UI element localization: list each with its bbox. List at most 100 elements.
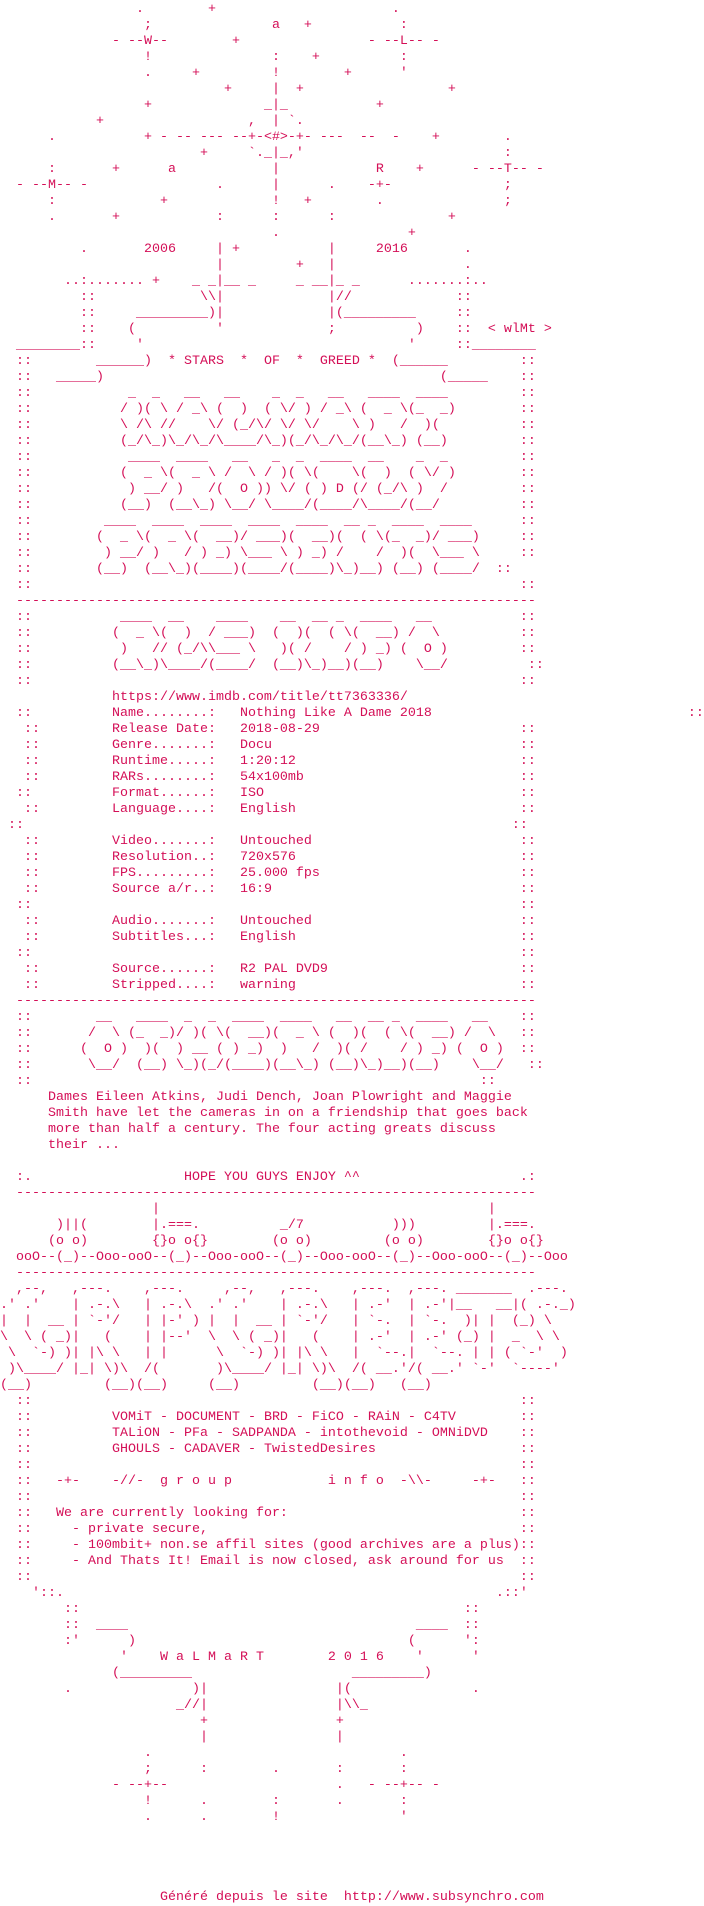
- nfo-line: - --W-- + - --L-- -: [0, 34, 440, 49]
- release-info-banner: :: :: ----------------------------------…: [0, 578, 704, 690]
- nfo-line: . + ! + ': [0, 66, 408, 81]
- other-info-banner: ----------------------------------------…: [0, 994, 704, 1090]
- nfo-line: )||( |.===. _/7 ))) |.===.: [0, 1218, 536, 1233]
- nfo-line: :: (__) (__\_)(____)(____/(____)\_)__) (…: [0, 562, 512, 577]
- nfo-line: + _|_ +: [0, 98, 384, 113]
- nfo-line: | + | .: [0, 258, 472, 273]
- nfo-line: ; : . : :: [0, 1762, 408, 1777]
- nfo-line: :: -+- -//- g r o u p i n f o -\\- -+- :…: [0, 1474, 536, 1489]
- nfo-line: :: ____ ____ ____ ____ ____ __ _ ____ __…: [0, 514, 536, 529]
- nfo-line: + +: [0, 1714, 344, 1729]
- nfo-line: . + - -- --- --+-<#>-+- --- -- - + .: [0, 130, 512, 145]
- nfo-line: ----------------------------------------…: [0, 594, 536, 609]
- nfo-line: :: ( _ \( _ \( __)/ ___)( __)( ( \(_ _)/…: [0, 530, 536, 545]
- nfo-line: :: Resolution..: 720x576 ::: [0, 850, 536, 865]
- nfo-line: :: ::: [0, 1490, 536, 1505]
- nfo-line: more than half a century. The four actin…: [0, 1122, 496, 1137]
- nfo-line: ! . : . :: [0, 1794, 408, 1809]
- nfo-line: : + a | R + - --T-- -: [0, 162, 544, 177]
- nfo-line: :: ::: [0, 1458, 536, 1473]
- nfo-line: :: _____) (_____ ::: [0, 370, 536, 385]
- nfo-line: :: Runtime.....: 1:20:12 ::: [0, 754, 536, 769]
- nfo-line: :: Language....: English ::: [0, 802, 536, 817]
- nfo-line: . . ! ': [0, 1810, 408, 1825]
- nfo-line: \ \ ( _)| ( | |--' \ \ ( _)| ( | .-' | .…: [0, 1330, 560, 1345]
- nfo-line: :: (_/\_)\_/\_/\____/\_)(_/\_/\_/(__\_) …: [0, 434, 536, 449]
- nfo-line: + , | `.: [0, 114, 304, 129]
- nfo-line: :: - And Thats It! Email is now closed, …: [0, 1554, 536, 1569]
- nfo-line: :: We are currently looking for: ::: [0, 1506, 536, 1521]
- nfo-line: :: ::: [0, 898, 536, 913]
- nfo-line: :: Source......: R2 PAL DVD9 ::: [0, 962, 536, 977]
- nfo-line: :: ) __/ ) / ) _) \___ \ ) _) / / )( \__…: [0, 546, 536, 561]
- nfo-line: :: TALiON - PFa - SADPANDA - intothevoid…: [0, 1426, 536, 1441]
- plot: Dames Eileen Atkins, Judi Dench, Joan Pl…: [0, 1090, 704, 1154]
- nfo-line: :: ::: [0, 946, 536, 961]
- nfo-line: :: ( ' ; ) :: < wlMt >: [0, 322, 552, 337]
- nfo-line: (o o) {}o o{} (o o) (o o) {}o o{}: [0, 1234, 544, 1249]
- nfo-line: :: ::: [0, 578, 536, 593]
- nfo-line: ; a + :: [0, 18, 408, 33]
- nfo-line: | | __ | `-'/ | |-' ) | | __ | `-'/ | `-…: [0, 1314, 552, 1329]
- nfo-line: :: \\| |// ::: [0, 290, 472, 305]
- nfo-line: ----------------------------------------…: [0, 994, 536, 1009]
- nfo-line: ' W a L M a R T 2 0 1 6 ' ': [0, 1650, 480, 1665]
- hope-banner: :. HOPE YOU GUYS ENJOY ^^ .: -----------…: [0, 1170, 704, 1282]
- nfo-line: . .: [0, 1746, 408, 1761]
- nfo-line: :: GHOULS - CADAVER - TwistedDesires ::: [0, 1442, 536, 1457]
- nfo-line: :' ) ( ':: [0, 1634, 480, 1649]
- nfo-line: (__) (__)(__) (__) (__)(__) (__): [0, 1378, 432, 1393]
- nfo-line: :: (__) (__\_) \__/ \____/(____/\____/(_…: [0, 498, 536, 513]
- nfo-line: )\____/ |_| \)\ /( )\____/ |_| \)\ /( __…: [0, 1362, 560, 1377]
- nfo-line: :: Video.......: Untouched ::: [0, 834, 536, 849]
- nfo-line: :: ::: [0, 1394, 536, 1409]
- nfo-line: . + : : : +: [0, 210, 456, 225]
- imdb-link[interactable]: https://www.imdb.com/title/tt7363336/: [111, 690, 408, 705]
- title-art: :: _ _ __ __ _ _ __ ____ ____ :: :: / )(…: [0, 386, 704, 578]
- nfo-line: :: _________)| |(_________ ::: [0, 306, 472, 321]
- nfo-line: '::. .::': [0, 1586, 528, 1601]
- nfo-line: :: Audio.......: Untouched ::: [0, 914, 536, 929]
- nfo-line: :: ) // (_/\\___ \ )( / / ) _) ( O ) ::: [0, 642, 536, 657]
- nfo-line: - --+-- . - --+-- -: [0, 1778, 440, 1793]
- nfo-line: + `._|_,' :: [0, 146, 512, 161]
- nfo-line: ooO--(_)--Ooo-ooO--(_)--Ooo-ooO--(_)--Oo…: [0, 1250, 568, 1265]
- release-info: :: Name........: Nothing Like A Dame 201…: [0, 706, 704, 994]
- nfo-line: :: ::: [0, 674, 536, 689]
- nfo-line: :: ( O ) )( ) __ ( ) _) ) / )( / / ) _) …: [0, 1042, 536, 1057]
- imdb-link: https://www.imdb.com/title/tt7363336/: [0, 690, 704, 706]
- nfo-line: :: - 100mbit+ non.se affil sites (good a…: [0, 1538, 536, 1553]
- nfo-line: :: ::: [0, 1570, 536, 1585]
- nfo-line: :: FPS.........: 25.000 fps ::: [0, 866, 536, 881]
- subsynchro-link[interactable]: http://www.subsynchro.com: [343, 1890, 544, 1905]
- footer-art: '::. .::' :: :: :: ____ ____ :: :' ): [0, 1586, 704, 1826]
- nfo-line: Dames Eileen Atkins, Judi Dench, Joan Pl…: [0, 1090, 512, 1105]
- nfo-line: : + ! + . ;: [0, 194, 512, 209]
- nfo-line: :: \ /\ // \/ (_/\/ \/ \/ \ ) / )( ::: [0, 418, 536, 433]
- nfo-line: :. HOPE YOU GUYS ENJOY ^^ .:: [0, 1170, 536, 1185]
- nfo-line: :: ____ ____ __ _ _ ____ __ _ _ ::: [0, 450, 536, 465]
- nfo-line: :: \__/ (__) \_)(_/(____)(__\_) (__)\_)_…: [0, 1058, 544, 1073]
- nfo-line: :: VOMiT - DOCUMENT - BRD - FiCO - RAiN …: [0, 1410, 536, 1425]
- credit-text: Généré depuis le site: [159, 1890, 328, 1905]
- nfo-line: ,--, ,---. ,---. ,--, ,---. ,---. ,---. …: [0, 1282, 568, 1297]
- nfo-line: . 2006 | + | 2016 .: [0, 242, 472, 257]
- nfo-line: :: ______) * STARS * OF * GREED * (_____…: [0, 354, 536, 369]
- nfo-line: :: RARs........: 54x100mb ::: [0, 770, 536, 785]
- group-info: :: :: :: VOMiT - DOCUMENT - BRD - FiCO -…: [0, 1394, 704, 1586]
- nfo-line: . +: [0, 226, 416, 241]
- nfo-line: :: ____ ____ ::: [0, 1618, 480, 1633]
- nfo-line: .' .' | .-.\ | .-.\ .' .' | .-.\ | .-' |…: [0, 1298, 576, 1313]
- nfo-line: :: ::: [0, 1602, 480, 1617]
- nfo-line: :: Release Date: 2018-08-29 ::: [0, 722, 536, 737]
- nfo-line: (_________ _________): [0, 1666, 432, 1681]
- nfo-line: :: Name........: Nothing Like A Dame 201…: [0, 706, 704, 721]
- nfo-line: their ...: [0, 1138, 120, 1153]
- generated-by-credit: Généré depuis le site http://www.subsynch…: [0, 1890, 704, 1906]
- nfo-line: :: ( _ \( ) / ___) ( )( ( \( __) / \ ::: [0, 626, 536, 641]
- nfo-line: :: (__\_)\____/(____/ (__)\_)__)(__) \__…: [0, 658, 544, 673]
- nfo-line: :: ____ __ ____ __ __ _ ____ __ ::: [0, 610, 536, 625]
- nfo-line: :: Genre.......: Docu ::: [0, 738, 536, 753]
- imdb-link-row: https://www.imdb.com/title/tt7363336/: [0, 690, 704, 706]
- nfo-line: :: ::: [0, 818, 528, 833]
